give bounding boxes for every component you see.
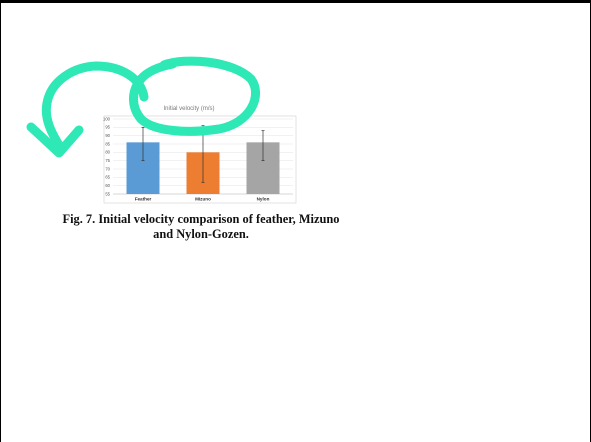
y-tick-label: 85 <box>105 141 110 146</box>
annotation-arrow-curve <box>41 61 149 153</box>
x-tick-label: Feather <box>135 197 152 202</box>
figure-caption: Fig. 7. Initial velocity comparison of f… <box>41 212 361 242</box>
x-tick-label: Nylon <box>257 197 270 202</box>
slide: 55 60 65 70 75 80 85 90 95 100 Feather Mizuno Nylon… <box>1 3 590 442</box>
y-tick-label: 70 <box>105 166 110 171</box>
caption-line-1: Fig. 7. Initial velocity comparison of f… <box>62 212 340 226</box>
y-tick-label: 90 <box>105 133 110 138</box>
annotation <box>26 56 260 158</box>
y-tick-label: 55 <box>105 191 110 196</box>
chart: 55 60 65 70 75 80 85 90 95 100 Feather Mizuno Nylon… <box>26 56 297 204</box>
annotation-circle <box>129 56 260 136</box>
chart-title: Initial velocity (m/s) <box>163 106 214 112</box>
annotation-arrow-head <box>26 122 84 158</box>
x-axis-labels: Feather Mizuno Nylon <box>135 197 270 202</box>
y-tick-label: 80 <box>105 150 110 155</box>
y-tick-label: 100 <box>103 116 111 121</box>
y-axis-ticks: 55 60 65 70 75 80 85 90 95 100 <box>103 116 111 196</box>
y-tick-label: 60 <box>105 183 110 188</box>
y-tick-label: 95 <box>105 125 110 130</box>
x-tick-label: Mizuno <box>195 197 211 202</box>
y-tick-label: 65 <box>105 175 110 180</box>
caption-line-2: and Nylon-Gozen. <box>153 227 249 241</box>
y-tick-label: 75 <box>105 158 110 163</box>
